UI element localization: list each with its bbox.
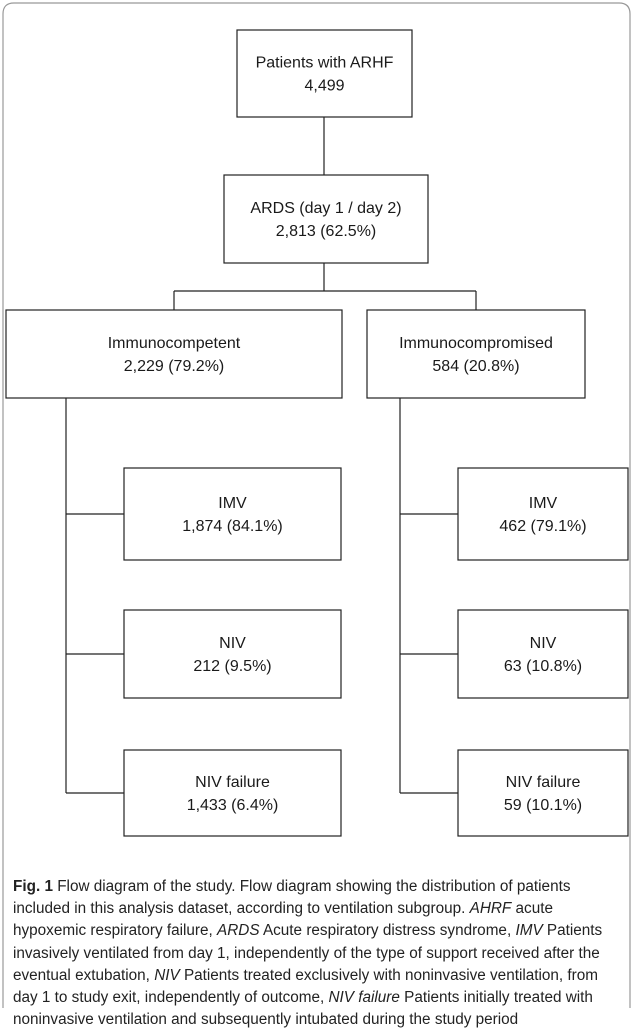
node-label: NIV xyxy=(530,635,557,652)
definition: Acute respiratory distress syndrome, xyxy=(262,922,512,940)
node-box xyxy=(457,467,629,561)
node-box xyxy=(123,467,342,561)
node-value: 63 (10.8%) xyxy=(504,658,582,675)
node-label: IMV xyxy=(529,495,558,512)
node-label: NIV failure xyxy=(506,774,581,791)
node-box xyxy=(123,749,342,837)
node-value: 2,813 (62.5%) xyxy=(276,223,377,240)
term: IMV xyxy=(515,922,543,940)
node-label: Immunocompetent xyxy=(108,335,241,352)
node-label: IMV xyxy=(218,495,247,512)
node-label: Immunocompromised xyxy=(399,335,553,352)
node-label: NIV xyxy=(219,635,246,652)
caption-text: Flow diagram of the study. Flow diagram … xyxy=(13,878,571,918)
node-value: 212 (9.5%) xyxy=(193,658,271,675)
node-value: 1,874 (84.1%) xyxy=(182,518,283,535)
definition: acute hypoxemic respiratory failure, xyxy=(13,900,553,940)
node-box xyxy=(123,609,342,699)
node-box xyxy=(366,309,586,399)
node-box xyxy=(5,309,343,399)
node-value: 584 (20.8%) xyxy=(432,358,519,375)
node-label: Patients with ARHF xyxy=(256,55,394,72)
node-box xyxy=(236,29,413,118)
node-label: NIV failure xyxy=(195,774,270,791)
node-box xyxy=(223,174,429,264)
term: NIV xyxy=(154,966,180,984)
term: ARDS xyxy=(217,922,260,940)
definition: Patients invasively ventilated from day … xyxy=(13,922,603,984)
caption-label: Fig. 1 xyxy=(13,878,53,895)
node-box xyxy=(457,609,629,699)
node-value: 2,229 (79.2%) xyxy=(124,358,225,375)
node-box xyxy=(457,749,629,837)
node-label: ARDS (day 1 / day 2) xyxy=(250,200,401,217)
term: AHRF xyxy=(469,900,512,918)
term: NIV failure xyxy=(328,989,400,1007)
frame xyxy=(2,2,631,1008)
node-value: 59 (10.1%) xyxy=(504,797,582,814)
definition: Patients treated exclusively with noninv… xyxy=(13,966,599,1007)
node-value: 462 (79.1%) xyxy=(499,518,586,535)
caption: Fig. 1 Flow diagram of the study. Flow d… xyxy=(13,876,625,1031)
node-value: 1,433 (6.4%) xyxy=(187,797,279,814)
node-value: 4,499 xyxy=(304,78,344,95)
